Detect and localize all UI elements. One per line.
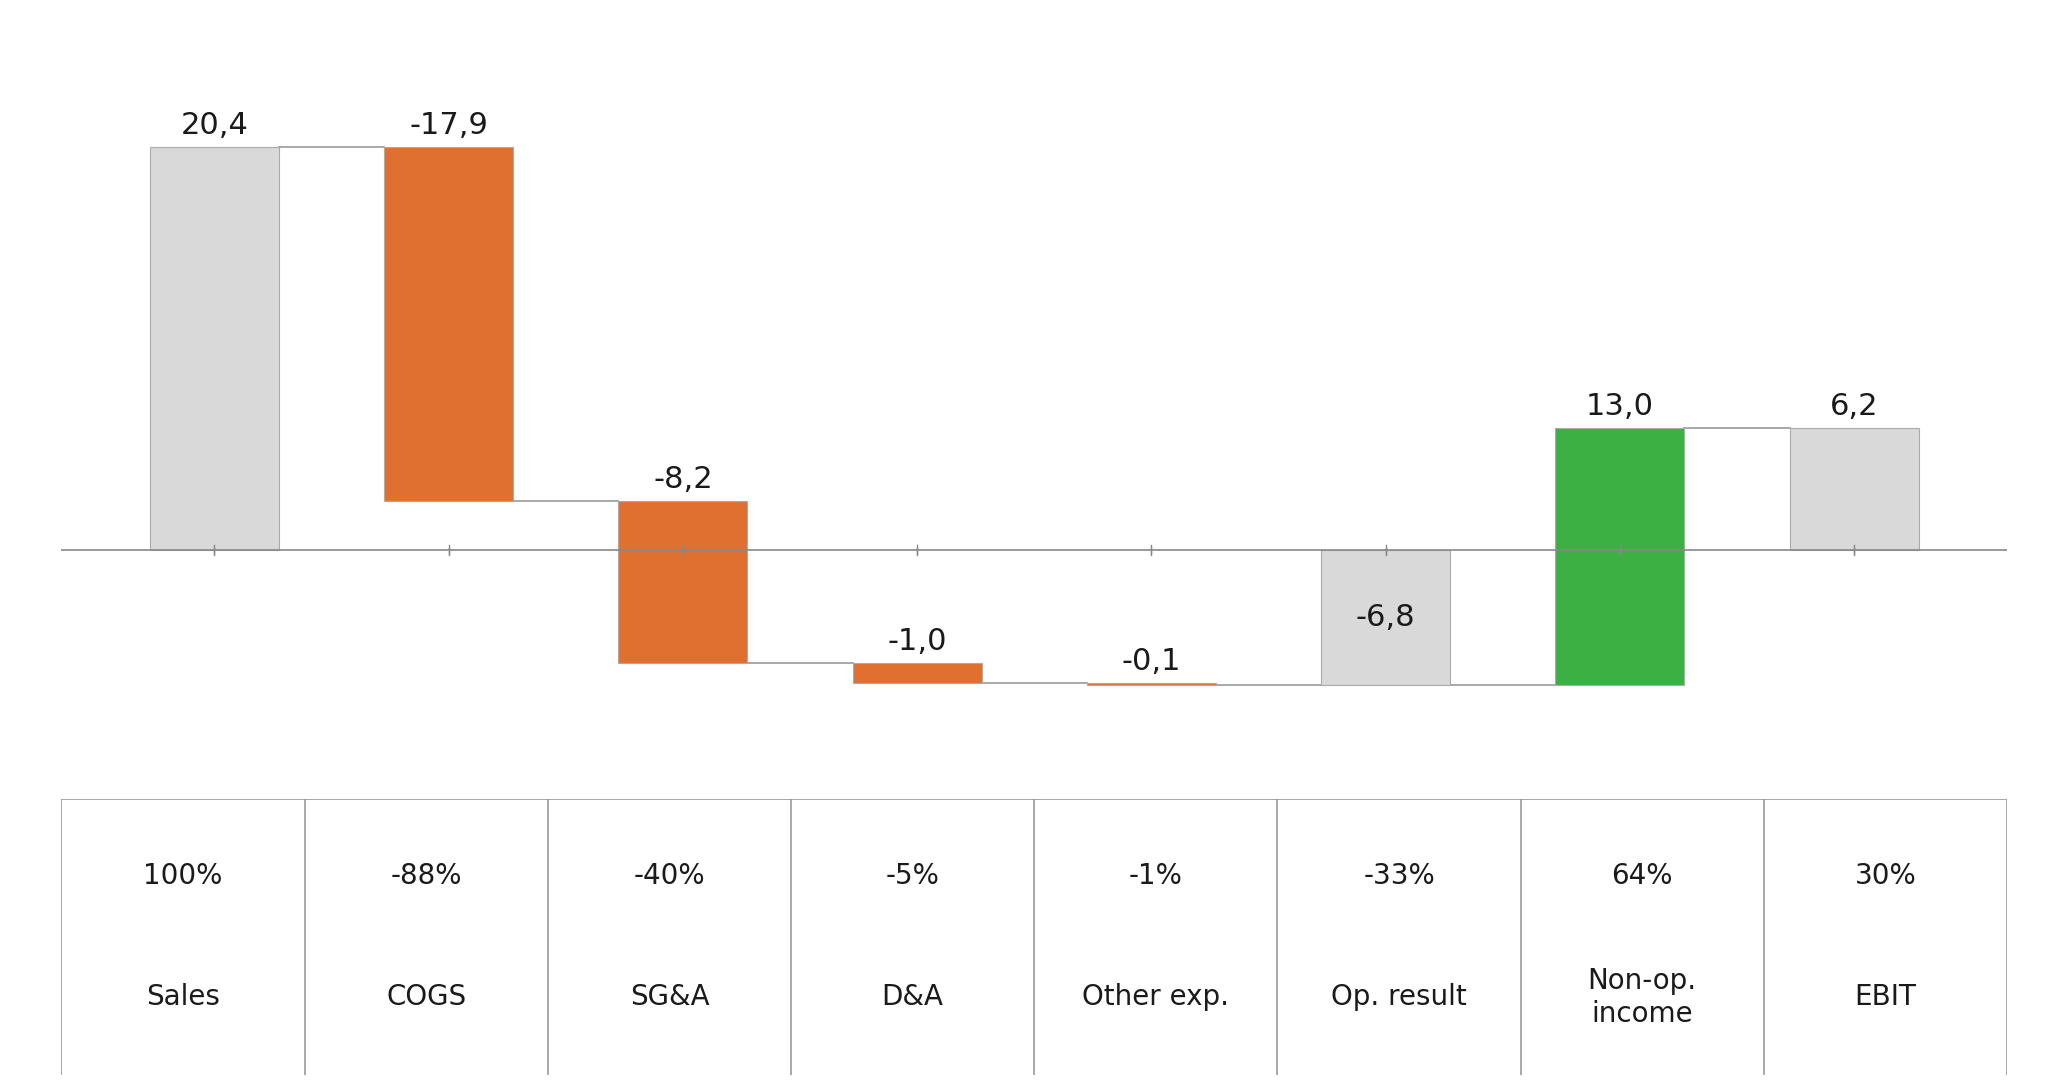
Bar bbox=[385, 147, 512, 501]
Text: 6,2: 6,2 bbox=[1831, 392, 1878, 421]
Text: SG&A: SG&A bbox=[629, 984, 709, 1012]
Text: -8,2: -8,2 bbox=[653, 464, 713, 494]
Bar bbox=[1556, 428, 1683, 685]
Bar bbox=[150, 147, 279, 550]
Bar bbox=[618, 501, 748, 663]
Text: Op. result: Op. result bbox=[1331, 984, 1466, 1012]
Text: EBIT: EBIT bbox=[1855, 984, 1917, 1012]
Text: Non-op.
income: Non-op. income bbox=[1587, 968, 1698, 1028]
Text: Sales: Sales bbox=[145, 984, 219, 1012]
Bar bbox=[1087, 683, 1217, 685]
Text: -33%: -33% bbox=[1364, 862, 1436, 890]
Text: -17,9: -17,9 bbox=[410, 111, 487, 140]
Text: 30%: 30% bbox=[1855, 862, 1917, 890]
Text: 20,4: 20,4 bbox=[180, 111, 248, 140]
Text: COGS: COGS bbox=[387, 984, 467, 1012]
Text: -5%: -5% bbox=[885, 862, 940, 890]
Text: -1,0: -1,0 bbox=[887, 627, 946, 656]
Bar bbox=[1790, 428, 1919, 550]
Text: -88%: -88% bbox=[391, 862, 463, 890]
Text: -6,8: -6,8 bbox=[1356, 603, 1415, 632]
Text: Other exp.: Other exp. bbox=[1081, 984, 1229, 1012]
Bar bbox=[1321, 550, 1450, 685]
Text: 100%: 100% bbox=[143, 862, 223, 890]
Text: -0,1: -0,1 bbox=[1122, 647, 1182, 676]
Text: -1%: -1% bbox=[1128, 862, 1184, 890]
Text: -40%: -40% bbox=[633, 862, 705, 890]
Text: D&A: D&A bbox=[881, 984, 944, 1012]
Text: 64%: 64% bbox=[1612, 862, 1673, 890]
Bar bbox=[852, 663, 981, 683]
Text: 13,0: 13,0 bbox=[1585, 392, 1655, 421]
